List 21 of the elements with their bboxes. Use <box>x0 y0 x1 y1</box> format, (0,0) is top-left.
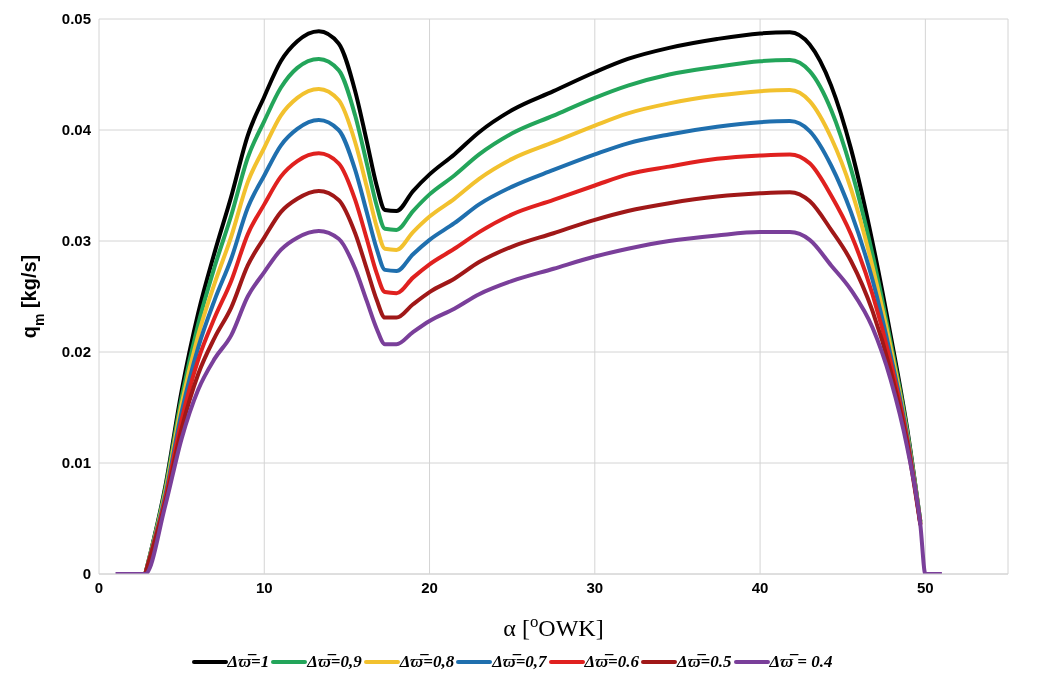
x-tick-label: 40 <box>751 578 769 596</box>
line-series <box>113 229 944 574</box>
legend-label: Δϖ̅=0.6 <box>584 652 640 672</box>
x-tick-label: 30 <box>586 578 604 596</box>
x-tick-label: 20 <box>421 578 438 596</box>
y-tick-label: 0.05 <box>61 10 91 28</box>
legend-label: Δϖ̅=0.5 <box>677 652 732 672</box>
legend-label: Δϖ̅=1 <box>227 652 270 672</box>
x-tick-label: 10 <box>255 578 273 596</box>
legend-label: Δϖ̅ = 0.4 <box>769 652 833 672</box>
x-axis-title: α [$^{o}$OWK] <box>503 611 604 641</box>
y-tick-label: 0.04 <box>61 121 92 139</box>
legend-label: Δϖ̅=0,8 <box>399 652 455 672</box>
legend-label: Δϖ̅=0,7 <box>492 652 547 672</box>
x-tick-label: 50 <box>917 578 934 596</box>
x-tick-label: 0 <box>94 578 104 596</box>
y-tick-label: 0.03 <box>61 232 91 250</box>
y-tick-label: 0 <box>82 565 91 583</box>
y-tick-label: 0.02 <box>61 343 91 361</box>
legend-label: Δϖ̅=0,9 <box>307 652 362 672</box>
y-tick-label: 0.01 <box>61 454 91 472</box>
